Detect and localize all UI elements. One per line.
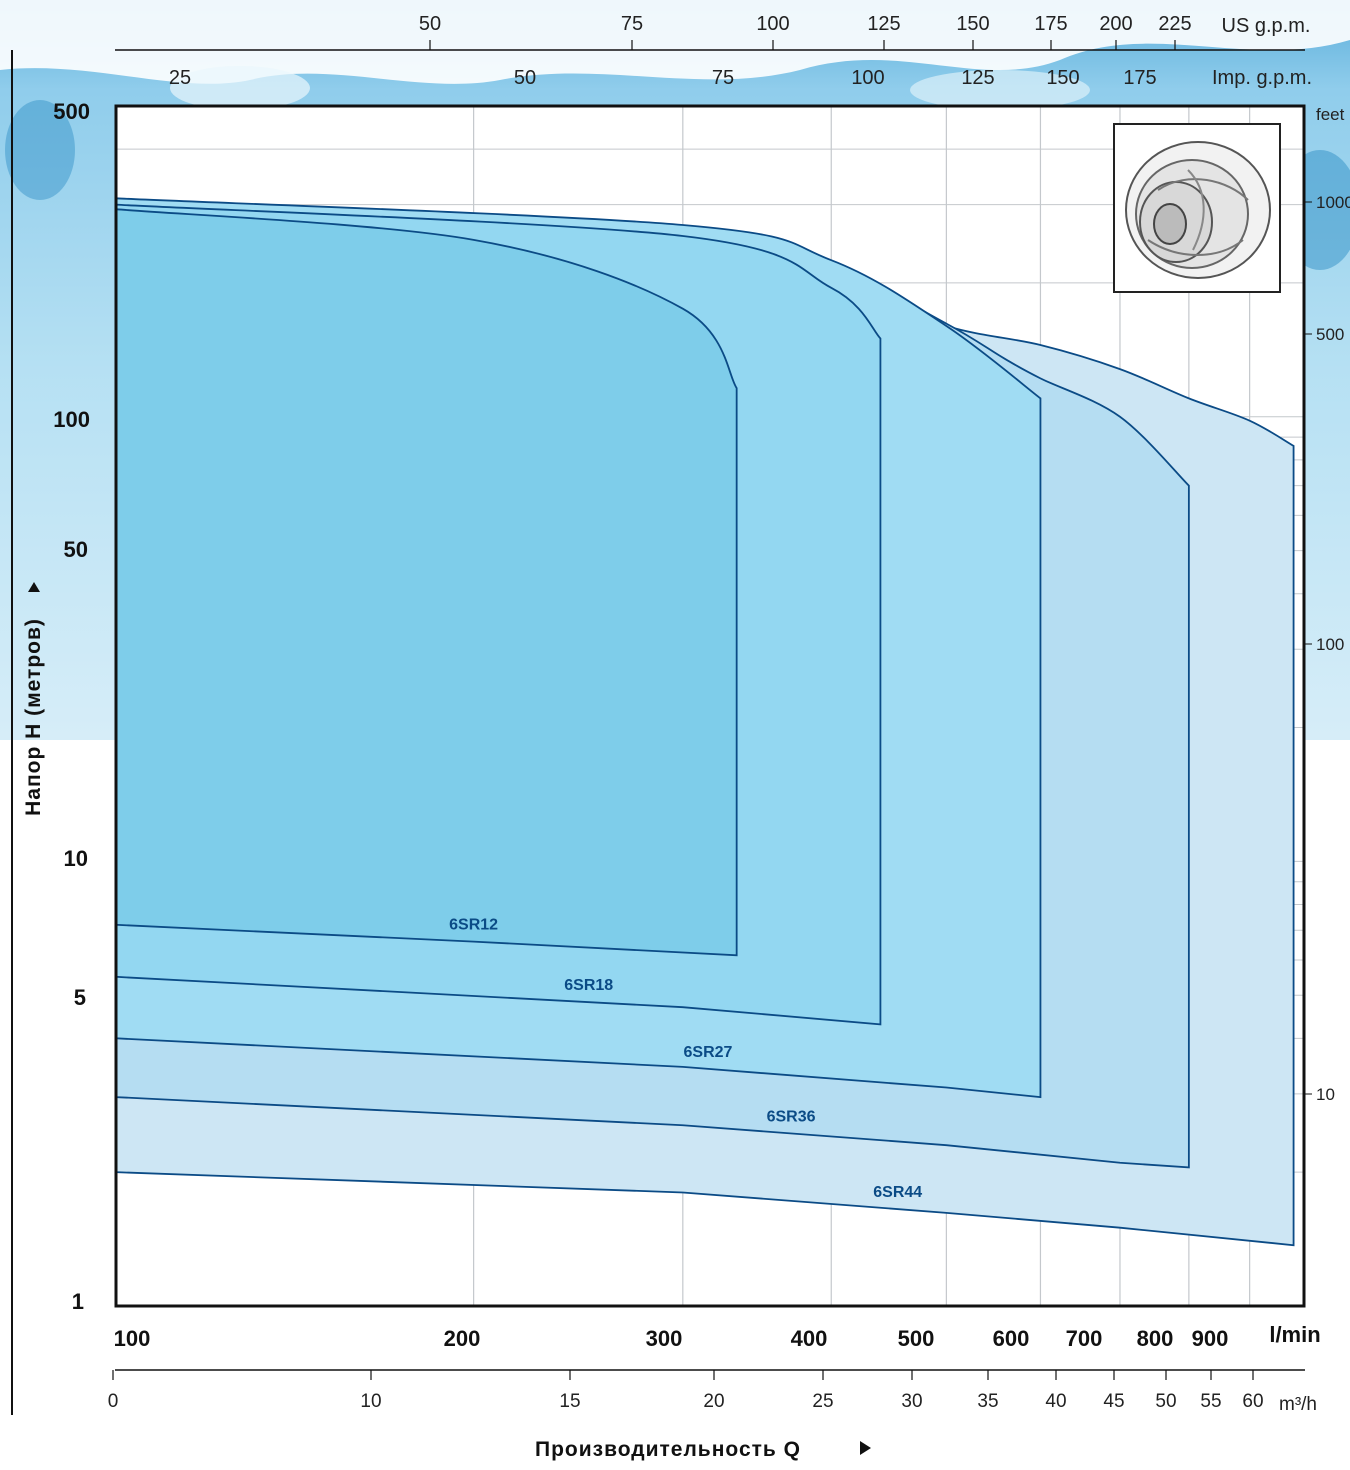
- bottom-axes: [11, 50, 1305, 1415]
- x-tick-label-m3h: 50: [1155, 1391, 1176, 1412]
- x-unit-label-us: US g.p.m.: [1222, 15, 1311, 37]
- y-tick-label-feet: 10: [1316, 1085, 1335, 1104]
- x-tick-label-us: 50: [419, 13, 441, 35]
- x-tick-label-imp: 100: [851, 67, 884, 89]
- x-tick-label-lmin: 200: [444, 1326, 481, 1351]
- x-tick-label-imp: 125: [961, 67, 994, 89]
- plot-frame: [114, 104, 1306, 1308]
- y-tick-label-m: 100: [53, 407, 90, 432]
- x-tick-label-imp: 175: [1123, 67, 1156, 89]
- x-tick-label-lmin: 700: [1066, 1326, 1103, 1351]
- x-tick-label-us: 175: [1034, 13, 1067, 35]
- y-tick-label-m: 500: [53, 99, 90, 124]
- impeller-icon: [1125, 141, 1271, 279]
- x-tick-label-m3h: 25: [812, 1391, 833, 1412]
- series-label-6sr12: 6SR12: [449, 917, 498, 934]
- x-tick-label-m3h: 55: [1200, 1391, 1221, 1412]
- x-unit-label-m3h: m³/h: [1279, 1394, 1317, 1415]
- plot-area: 6SR44 6SR36 6SR27 6SR18 6SR12: [114, 104, 1306, 1308]
- x-tick-label-m3h: 60: [1242, 1391, 1263, 1412]
- series-area-6sr12: [115, 208, 738, 957]
- series-labels: 6SR44 6SR36 6SR27 6SR18 6SR12: [449, 917, 922, 1201]
- x-tick-label-lmin: 100: [114, 1326, 151, 1351]
- series-label-6sr18: 6SR18: [564, 977, 613, 994]
- x-unit-label-imp: Imp. g.p.m.: [1212, 67, 1312, 89]
- x-tick-label-m3h: 0: [108, 1391, 119, 1412]
- x-tick-label-imp: 25: [169, 67, 191, 89]
- series-label-6sr27: 6SR27: [684, 1044, 733, 1061]
- y-axis-arrow-icon: [28, 582, 40, 592]
- x-axis-title: Производительность Q: [535, 1438, 801, 1461]
- y-tick-label-feet: 100: [1316, 635, 1344, 654]
- y-tick-label-feet: 1000: [1316, 193, 1350, 212]
- x-axis-arrow-icon: [860, 1441, 871, 1455]
- x-tick-label-m3h: 30: [901, 1391, 922, 1412]
- impeller-inset: [1113, 123, 1281, 293]
- x-tick-label-m3h: 45: [1103, 1391, 1124, 1412]
- y-axis-title: Напор Н (метров): [22, 618, 45, 816]
- x-tick-label-us: 225: [1158, 13, 1191, 35]
- series-areas: [115, 197, 1295, 1247]
- x-tick-label-imp: 150: [1046, 67, 1079, 89]
- x-tick-label-lmin: 500: [898, 1326, 935, 1351]
- x-tick-label-us: 200: [1099, 13, 1132, 35]
- y-unit-label-feet: feet: [1316, 105, 1345, 124]
- x-tick-label-imp: 75: [712, 67, 734, 89]
- y-tick-label-m: 10: [64, 846, 88, 871]
- y-tick-label-m: 1: [72, 1289, 84, 1314]
- x-tick-label-imp: 50: [514, 67, 536, 89]
- y-tick-label-m: 50: [64, 537, 88, 562]
- series-label-6sr36: 6SR36: [767, 1108, 816, 1125]
- axis-titles: Напор Н (метров) Производительность Q: [22, 582, 871, 1461]
- x-tick-label-m3h: 40: [1045, 1391, 1066, 1412]
- x-tick-label-us: 150: [956, 13, 989, 35]
- x-tick-label-us: 75: [621, 13, 643, 35]
- x-tick-label-lmin: 800: [1137, 1326, 1174, 1351]
- y-tick-label-m: 5: [74, 985, 86, 1010]
- x-tick-label-m3h: 10: [360, 1391, 381, 1412]
- x-tick-label-m3h: 20: [703, 1391, 724, 1412]
- series-label-6sr44: 6SR44: [873, 1184, 922, 1201]
- x-tick-label-us: 100: [756, 13, 789, 35]
- x-tick-label-lmin: 600: [993, 1326, 1030, 1351]
- x-tick-label-lmin: 300: [646, 1326, 683, 1351]
- x-tick-label-lmin: 400: [791, 1326, 828, 1351]
- y-tick-label-feet: 500: [1316, 325, 1344, 344]
- x-unit-label-lmin: l/min: [1269, 1322, 1320, 1347]
- x-tick-label-us: 125: [867, 13, 900, 35]
- x-tick-label-m3h: 15: [559, 1391, 580, 1412]
- x-tick-label-lmin: 900: [1192, 1326, 1229, 1351]
- x-tick-label-m3h: 35: [977, 1391, 998, 1412]
